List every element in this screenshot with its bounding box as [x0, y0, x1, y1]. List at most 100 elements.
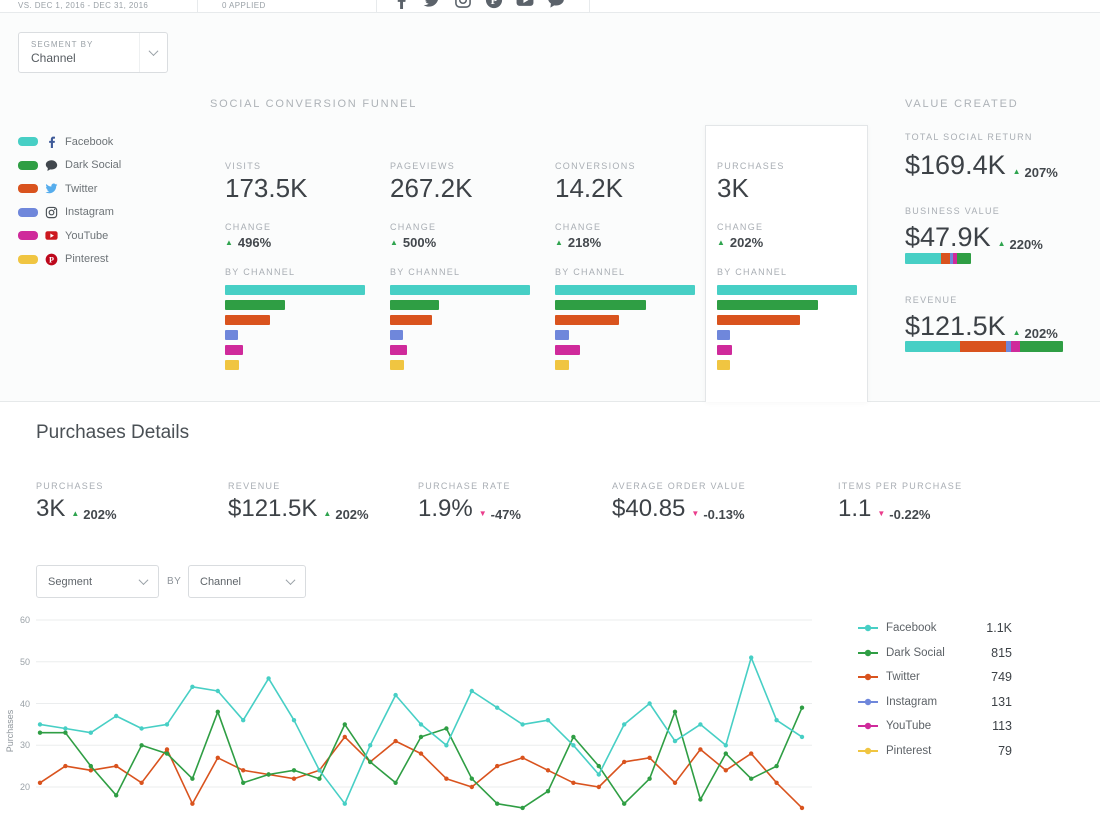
channel-name-label: Instagram [65, 206, 114, 218]
y-axis-title: Purchases [5, 709, 15, 753]
trend-arrow-icon: ▲ [717, 237, 725, 247]
series-name-label: Facebook [886, 622, 937, 635]
total-social-return-value: $169.4K ▲ 207% [905, 150, 1058, 180]
selected-funnel-card [705, 125, 868, 402]
legend-channel-dark-social[interactable]: Dark Social [18, 159, 121, 172]
channel-bar-youtube [717, 345, 733, 355]
channel-bar-pinterest [555, 360, 569, 370]
channel-bar-facebook [390, 285, 530, 295]
stack-segment-dark-social [957, 253, 972, 264]
total-social-return-label: TOTAL SOCIAL RETURN [905, 132, 1033, 142]
stack-segment-instagram [950, 253, 954, 264]
pinterest-icon[interactable]: P [485, 0, 503, 9]
series-total-value: 113 [992, 719, 1012, 734]
funnel-column-conversions[interactable]: CONVERSIONS 14.2K CHANGE ▲ 218% BY CHANN… [555, 161, 705, 370]
detail-metric-purchase-rate: PURCHASE RATE 1.9% ▼ -47% [418, 481, 521, 522]
facebook-icon[interactable] [392, 0, 410, 9]
channel-bar-twitter [555, 315, 620, 325]
y-tick-label: 20 [19, 782, 30, 792]
legend-channel-twitter[interactable]: Twitter [18, 182, 121, 195]
trend-arrow-icon: ▼ [877, 509, 886, 518]
channel-bar-instagram [717, 330, 730, 340]
chart-legend-pinterest[interactable]: Pinterest 79 [858, 739, 1012, 764]
detail-metric-purchases: PURCHASES 3K ▲ 202% [36, 481, 117, 522]
business-value-stacked-bar [905, 253, 1063, 264]
funnel-column-purchases-selected[interactable]: PURCHASES 3K CHANGE ▲ 202% BY CHANNEL [717, 161, 867, 370]
trend-arrow-icon: ▲ [323, 509, 332, 518]
channel-bar-dark-social [717, 300, 818, 310]
trend-arrow-icon: ▼ [691, 509, 700, 518]
funnel-column-visits[interactable]: VISITS 173.5K CHANGE ▲ 496% BY CHANNEL [225, 161, 375, 370]
stack-segment-instagram [1006, 341, 1011, 352]
legend-channel-facebook[interactable]: Facebook [18, 135, 121, 148]
channel-bar-facebook [225, 285, 365, 295]
purchases-line-chart[interactable] [36, 612, 816, 825]
funnel-column-pageviews[interactable]: PAGEVIEWS 267.2K CHANGE ▲ 500% BY CHANNE… [390, 161, 540, 370]
svg-text:P: P [491, 0, 498, 7]
stack-segment-youtube [953, 253, 958, 264]
segment-by-dropdown[interactable]: SEGMENT BY Channel [18, 32, 168, 73]
segment-dropdown[interactable]: Segment [36, 565, 159, 598]
detail-metric-revenue: REVENUE $121.5K ▲ 202% [228, 481, 369, 522]
dark-social-icon [45, 159, 58, 172]
by-channel-label: BY CHANNEL [555, 267, 626, 277]
legend-channel-pinterest[interactable]: P Pinterest [18, 253, 121, 266]
trend-arrow-icon: ▲ [390, 237, 398, 247]
channel-bar-twitter [390, 315, 432, 325]
chart-legend: Facebook 1.1K Dark Social 815 Twitter 749 Inst… [858, 616, 1012, 763]
chart-legend-youtube[interactable]: YouTube 113 [858, 714, 1012, 739]
business-value-label: BUSINESS VALUE [905, 206, 1001, 216]
legend-channel-instagram[interactable]: Instagram [18, 206, 121, 219]
channel-color-chip [18, 207, 38, 217]
channel-bar-dark-social [390, 300, 439, 310]
legend-channel-youtube[interactable]: YouTube [18, 229, 121, 242]
channel-bar-instagram [225, 330, 238, 340]
series-line-facebook [39, 656, 803, 805]
series-marker-icon [858, 623, 878, 633]
channel-dropdown[interactable]: Channel [188, 565, 306, 598]
chart-legend-instagram[interactable]: Instagram 131 [858, 690, 1012, 715]
chart-legend-twitter[interactable]: Twitter 749 [858, 665, 1012, 690]
metric-label: CONVERSIONS [555, 161, 636, 171]
youtube-icon[interactable] [516, 0, 534, 9]
y-tick-label: 60 [19, 615, 30, 625]
segment-by-value: Channel [31, 51, 76, 65]
network-icon-strip: P [392, 0, 565, 9]
change-label: CHANGE [390, 222, 437, 232]
filters-applied-label[interactable]: 0 APPLIED [222, 1, 266, 10]
series-line-twitter [39, 736, 803, 809]
change-value: ▲ 202% [717, 235, 764, 250]
facebook-icon [45, 135, 58, 148]
twitter-icon[interactable] [423, 0, 441, 9]
change-value: ▲ 500% [390, 235, 437, 250]
instagram-icon[interactable] [454, 0, 472, 9]
channel-bar-instagram [555, 330, 569, 340]
change-label: CHANGE [717, 222, 764, 232]
youtube-icon [45, 229, 58, 242]
chart-legend-facebook[interactable]: Facebook 1.1K [858, 616, 1012, 641]
channel-bar-pinterest [390, 360, 404, 370]
value-created-title: VALUE CREATED [905, 98, 1019, 110]
series-marker-icon [858, 648, 878, 658]
channel-bar-pinterest [225, 360, 239, 370]
chart-legend-dark-social[interactable]: Dark Social 815 [858, 641, 1012, 666]
chat-icon[interactable] [547, 0, 565, 9]
channel-bar-pinterest [717, 360, 730, 370]
funnel-section-title: SOCIAL CONVERSION FUNNEL [210, 98, 418, 110]
y-tick-label: 40 [19, 698, 30, 709]
revenue-value: $121.5K ▲ 202% [905, 311, 1058, 341]
trend-arrow-icon: ▲ [555, 237, 563, 247]
details-panel [0, 401, 1100, 825]
channel-name-label: YouTube [65, 229, 109, 242]
series-name-label: YouTube [886, 720, 932, 733]
metric-label: VISITS [225, 161, 262, 171]
chevron-down-icon [285, 575, 296, 586]
trend-arrow-icon: ▲ [225, 237, 233, 247]
revenue-label: REVENUE [905, 295, 958, 305]
series-marker-icon [858, 746, 878, 756]
instagram-icon [45, 206, 58, 219]
series-name-label: Twitter [886, 671, 920, 684]
metric-value: 14.2K [555, 173, 623, 203]
channel-color-chip [18, 254, 38, 264]
